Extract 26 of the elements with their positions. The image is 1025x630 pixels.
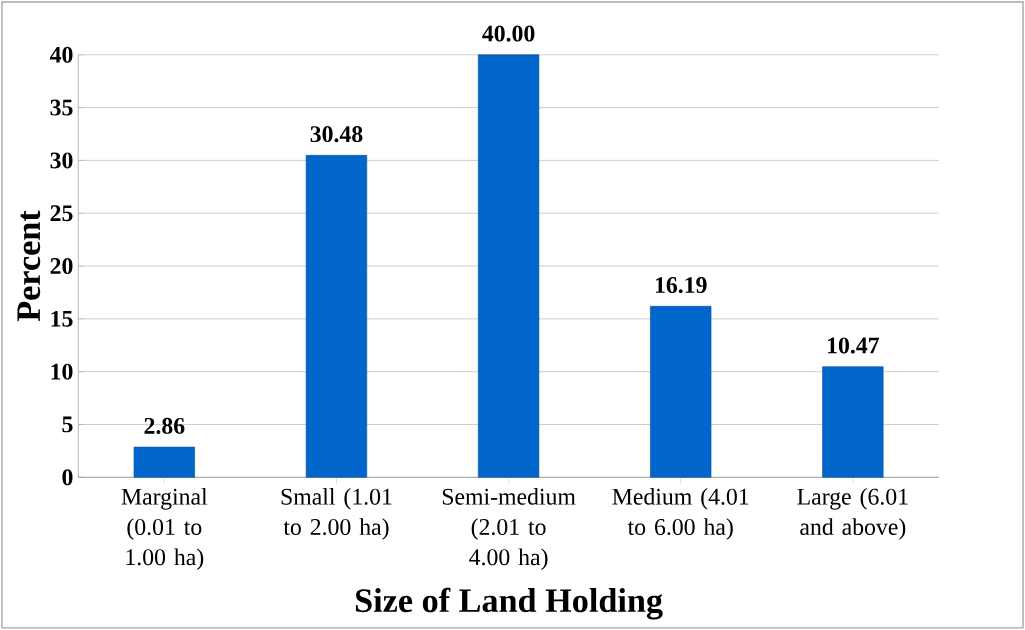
- bar: [305, 155, 368, 478]
- x-axis-title: Size of Land Holding: [355, 587, 663, 620]
- x-tick-label: Small (1.01 to 2.00 ha): [281, 488, 392, 540]
- bar: [477, 54, 540, 478]
- x-tick-label: Semi-medium (2.01 to 4.00 ha): [442, 488, 576, 571]
- y-tick-label: 25: [50, 205, 73, 222]
- bar: [133, 446, 195, 478]
- y-tick-label: 0: [62, 469, 73, 486]
- y-tick-label: 5: [62, 416, 73, 433]
- data-label: 10.47: [828, 337, 879, 354]
- y-tick-label: 35: [50, 99, 73, 116]
- y-axis-title: Percent: [17, 210, 41, 322]
- data-label: 16.19: [655, 277, 707, 294]
- data-label: 2.86: [144, 417, 185, 435]
- y-tick-label: 40: [49, 46, 73, 63]
- bar: [650, 306, 712, 478]
- y-tick-label: 20: [50, 258, 73, 275]
- y-tick-label: 15: [51, 310, 73, 327]
- x-tick-label: Marginal (0.01 to 1.00 ha): [121, 488, 208, 571]
- x-tick-label: Medium (4.01 to 6.00 ha): [612, 488, 749, 540]
- data-label: 40.00: [482, 25, 535, 42]
- bar: [822, 366, 884, 478]
- data-label: 30.48: [310, 126, 363, 143]
- x-tick-label: Large (6.01 and above): [797, 488, 908, 540]
- y-tick-label: 10: [51, 363, 73, 380]
- y-tick-label: 30: [50, 152, 73, 169]
